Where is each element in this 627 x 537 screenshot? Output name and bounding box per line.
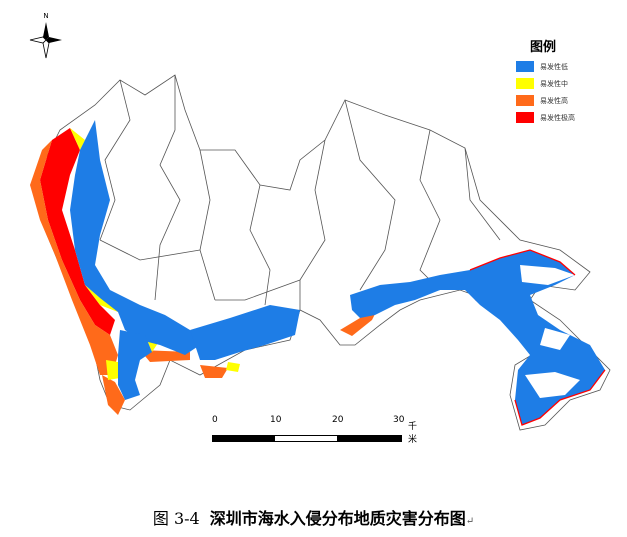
legend-item: 易发性极高 (516, 110, 602, 125)
legend-swatch (516, 95, 534, 106)
map-frame: N (29, 12, 611, 445)
north-arrow-icon: N (29, 12, 62, 59)
land-inclusions (520, 265, 580, 398)
legend-item: 易发性低 (516, 59, 602, 74)
legend-label: 易发性中 (540, 79, 568, 88)
legend-swatch (516, 61, 534, 72)
legend-swatch (516, 112, 534, 123)
legend-swatch (516, 78, 534, 89)
legend-item: 易发性高 (516, 93, 602, 108)
scale-tick: 10 (270, 415, 282, 425)
scale-bar-graphic (212, 435, 402, 442)
legend: 图例 易发性低 易发性中 易发性高 易发性极高 (516, 36, 602, 127)
figure-number: 图 3-4 (152, 509, 200, 528)
scale-unit: 千米 (408, 422, 418, 445)
legend-label: 易发性高 (540, 96, 568, 105)
legend-item: 易发性中 (516, 76, 602, 91)
scale-tick: 30 (393, 415, 405, 425)
scale-tick: 0 (212, 415, 218, 425)
north-label: N (43, 12, 48, 20)
map-canvas: N (29, 12, 611, 431)
legend-label: 易发性低 (540, 62, 568, 71)
legend-label: 易发性极高 (540, 113, 575, 122)
figure-caption: 图 3-4 深圳市海水入侵分布地质灾害分布图↵ (0, 505, 627, 529)
figure-title: 深圳市海水入侵分布地质灾害分布图 (209, 509, 466, 528)
zone-high (30, 140, 378, 415)
paragraph-mark: ↵ (465, 516, 475, 527)
east-coast-edge (469, 249, 606, 426)
scale-tick: 20 (332, 415, 344, 425)
legend-title: 图例 (530, 40, 557, 55)
